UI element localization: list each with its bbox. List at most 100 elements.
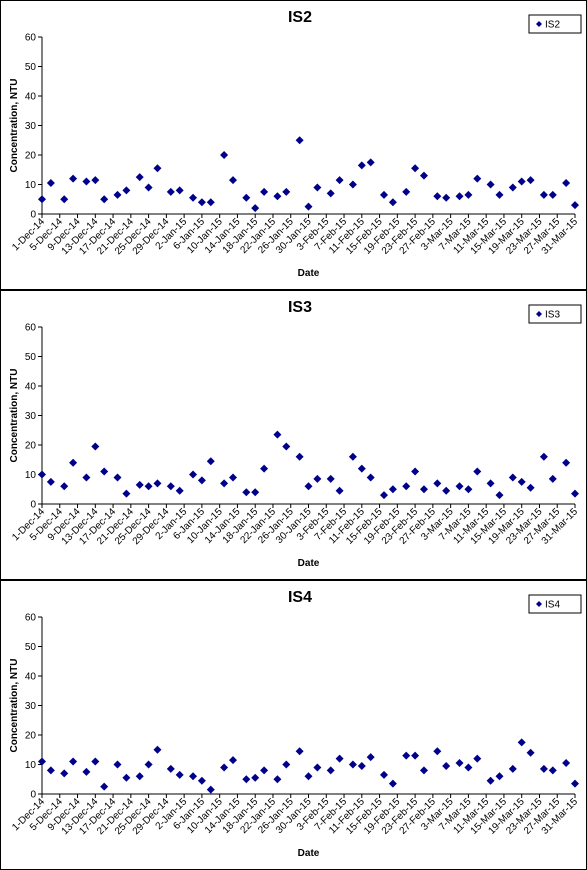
data-point [486,180,495,189]
data-point [153,479,162,488]
data-point [517,477,526,486]
data-point [326,189,335,198]
data-point [539,190,548,199]
chart-panel: IS301020304050601-Dec-145-Dec-149-Dec-14… [0,290,587,580]
data-point [122,186,131,195]
data-point [144,482,153,491]
data-point [402,482,411,491]
data-point [366,473,375,482]
data-point [548,190,557,199]
data-point [508,473,517,482]
data-point [273,430,282,439]
y-tick-label: 0 [30,790,36,801]
data-point [206,457,215,466]
data-point [228,473,237,482]
chart-panel: IS201020304050601-Dec-145-Dec-149-Dec-14… [0,0,587,290]
data-point [100,467,109,476]
data-point [251,488,260,497]
data-point [91,757,100,766]
data-point [335,486,344,495]
data-point [38,195,46,204]
data-point [295,747,304,756]
legend-marker [536,21,542,27]
data-point [113,190,122,199]
data-point [495,772,504,781]
data-point [357,464,366,473]
data-point [220,763,229,772]
data-point [464,763,473,772]
data-point [419,171,428,180]
y-tick-label: 50 [25,352,37,363]
data-point [144,760,153,769]
y-tick-label: 50 [25,642,37,653]
data-point [464,485,473,494]
data-point [100,195,109,204]
data-point [189,772,198,781]
data-point [144,183,153,192]
data-point [304,482,313,491]
data-point [273,775,282,784]
y-tick-label: 0 [30,500,36,511]
data-point [402,187,411,196]
y-tick-label: 60 [25,33,37,44]
data-point [69,174,78,183]
data-point [206,785,215,794]
y-tick-label: 10 [25,180,37,191]
x-axis-title: Date [298,268,320,279]
data-point [366,158,375,167]
data-point [304,772,313,781]
data-point [348,760,357,769]
data-point [282,187,291,196]
data-point [166,764,175,773]
y-tick-label: 60 [25,323,37,334]
data-point [69,757,78,766]
data-point [548,766,557,775]
data-point [548,474,557,483]
legend-label: IS4 [545,600,560,611]
data-point [486,776,495,785]
data-point [197,476,206,485]
y-tick-label: 10 [25,760,37,771]
data-point [228,756,237,765]
y-tick-label: 40 [25,672,37,683]
data-point [313,183,322,192]
y-tick-label: 30 [25,121,37,132]
data-point [82,473,91,482]
data-point [122,773,131,782]
legend-box [528,14,582,34]
data-point [473,467,482,476]
x-axis-title: Date [298,558,320,569]
data-point [206,198,215,207]
data-point [380,770,389,779]
data-point [46,477,55,486]
data-point [260,766,269,775]
data-point [411,467,420,476]
data-point [388,779,397,788]
data-point [455,192,464,201]
data-point [335,176,344,185]
data-point [495,190,504,199]
data-point [562,179,571,188]
data-point [60,482,69,491]
data-point [357,761,366,770]
data-point [91,442,100,451]
data-point [228,176,237,185]
legend-marker [536,311,542,317]
data-point [380,190,389,199]
y-tick-label: 30 [25,411,37,422]
data-point [251,773,260,782]
data-point [220,151,229,159]
data-point [473,174,482,183]
data-point [304,202,313,211]
data-point [571,489,579,498]
y-tick-label: 20 [25,151,37,162]
legend-box [528,304,582,324]
data-point [442,761,451,770]
data-point [82,177,91,186]
data-point [197,776,206,785]
data-point [508,764,517,773]
data-point [539,764,548,773]
data-point [189,470,198,479]
y-axis-title: Concentration, NTU [9,369,20,463]
